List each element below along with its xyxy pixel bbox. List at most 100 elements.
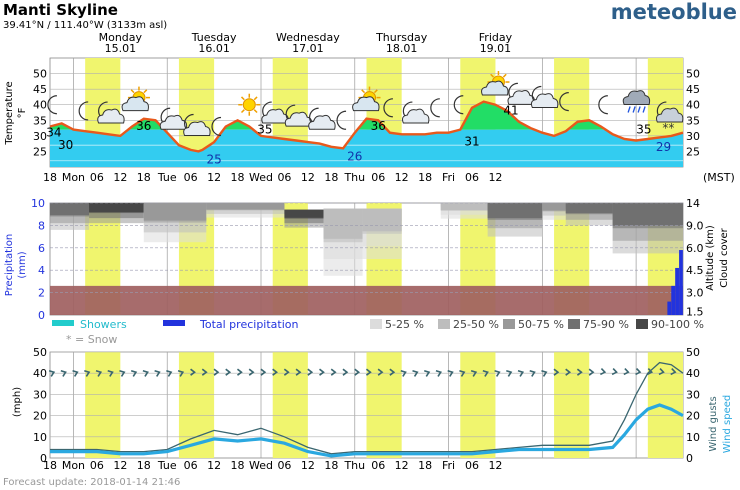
cloud-icon	[284, 111, 313, 127]
x-tick-label: 18	[137, 459, 151, 472]
wind-direction-arrow	[459, 369, 466, 377]
wind-direction-arrow	[365, 368, 372, 376]
wind-speed-line	[50, 403, 684, 458]
moon-cloud-weather-icon	[183, 113, 211, 137]
wind-direction-arrow	[236, 368, 243, 376]
arrow-head	[646, 368, 654, 376]
wind-direction-arrow	[553, 368, 560, 376]
arrow-head	[588, 368, 595, 376]
x-tick-label: 18	[418, 459, 432, 472]
temp-tick-right: 25	[686, 145, 700, 158]
day-name: Friday	[479, 31, 513, 44]
temp-fill-freezing	[50, 129, 683, 167]
moon-icon	[430, 98, 440, 118]
x-tick-label: Wed	[249, 459, 273, 472]
arrow-head	[330, 368, 337, 376]
temp-data-label: 25	[206, 152, 221, 166]
wind-direction-arrow	[48, 369, 56, 377]
moon-cloud-weather-icon	[97, 101, 125, 124]
arrow-head	[260, 368, 267, 376]
arrow-head	[154, 369, 161, 377]
cloud-icon	[402, 108, 430, 124]
temp-tick-right: 35	[686, 114, 700, 127]
x-tick-label: 06	[184, 171, 198, 184]
cloud-cover-core	[612, 203, 683, 226]
cloud-cover-legend-label: 90-100 %	[651, 318, 704, 331]
cloud-icon	[507, 89, 535, 105]
total-precip-swatch	[163, 320, 185, 326]
arrow-head	[412, 369, 419, 377]
showers-legend-label: Showers	[80, 318, 127, 331]
day-date: 16.01	[198, 42, 230, 55]
moon-cloud-weather-icon	[261, 101, 289, 124]
wind-direction-arrow	[517, 369, 525, 377]
arrow-head	[658, 368, 665, 376]
wind-direction-arrow	[588, 368, 595, 376]
cloud-icon	[97, 108, 125, 124]
temp-data-label: 30	[58, 138, 73, 152]
arrow-head	[670, 368, 677, 376]
x-axis-ticks-bottom: 18 Mon 06 12 18 Tue 06 12 18 Wed 06 12 18 Thu 06 12 18 Fr…	[43, 459, 502, 472]
wind-direction-arrow	[177, 369, 185, 377]
wind-direction-arrow	[389, 368, 396, 376]
arrow-head	[541, 369, 548, 377]
arrow-head	[623, 368, 630, 376]
daylight-band	[366, 352, 402, 458]
x-tick-label: 18	[43, 459, 57, 472]
temp-data-label: 26	[347, 149, 362, 163]
wind-direction-arrow	[95, 369, 103, 377]
sun-weather-icon	[238, 93, 261, 116]
arrow-head	[506, 369, 513, 377]
wind-direction-arrow	[623, 368, 630, 376]
x-tick-label: 18	[231, 459, 245, 472]
sun-ray	[240, 109, 245, 114]
precipitation-legend: Showers Total precipitation * = Snow 5-2…	[52, 318, 704, 346]
x-tick-label: 12	[395, 171, 409, 184]
x-tick-label: Fri	[442, 459, 455, 472]
arrow-head	[225, 368, 232, 376]
wind-direction-arrow	[400, 369, 407, 377]
arrow-head	[236, 368, 243, 376]
cloud-cover-legend-label: 25-50 %	[453, 318, 499, 331]
x-tick-label: Tue	[157, 459, 177, 472]
wind-direction-arrow	[295, 368, 302, 376]
sun-icon	[242, 98, 256, 112]
precipitation-axis-label: Precipitation	[4, 234, 15, 297]
day-name: Wednesday	[276, 31, 340, 44]
wind-direction-arrow	[600, 368, 607, 376]
x-tick-label: 06	[277, 459, 291, 472]
arrow-head	[354, 368, 361, 376]
arrow-head	[48, 369, 56, 377]
x-tick-label: 12	[113, 459, 127, 472]
ground-level	[50, 285, 683, 315]
timezone-label: (MST)	[703, 171, 735, 184]
arrow-head	[470, 369, 478, 377]
x-tick-label: 12	[488, 459, 502, 472]
x-tick-label: Thu	[343, 171, 365, 184]
cloud-icon	[261, 108, 289, 124]
altitude-tick-right: 9.0	[686, 219, 704, 232]
x-tick-label: 06	[90, 171, 104, 184]
moon-cloud-weather-icon	[284, 104, 313, 127]
arrow-head	[119, 369, 126, 377]
arrow-head	[389, 368, 396, 376]
cloud-icon	[622, 90, 651, 105]
arrow-head	[494, 369, 501, 377]
cloud-cover-swatch	[438, 319, 450, 329]
precipitation-bar	[675, 267, 679, 315]
moon-cloud-weather-icon	[530, 85, 559, 108]
wind-tick-right: 50	[686, 346, 700, 359]
cloud-icon	[530, 93, 559, 108]
arrow-head	[482, 369, 489, 377]
arrow-head	[447, 369, 454, 377]
altitude-tick-right: 1.5	[686, 306, 704, 319]
arrow-head	[576, 368, 583, 376]
moon-icon	[383, 98, 393, 118]
arrow-head	[529, 369, 536, 377]
wind-tick-left: 30	[33, 388, 47, 401]
arrow-head	[84, 369, 91, 377]
moon-icon	[47, 95, 57, 115]
temp-tick-right: 30	[686, 130, 700, 143]
arrow-head	[459, 369, 466, 377]
wind-direction-arrow	[330, 368, 337, 376]
